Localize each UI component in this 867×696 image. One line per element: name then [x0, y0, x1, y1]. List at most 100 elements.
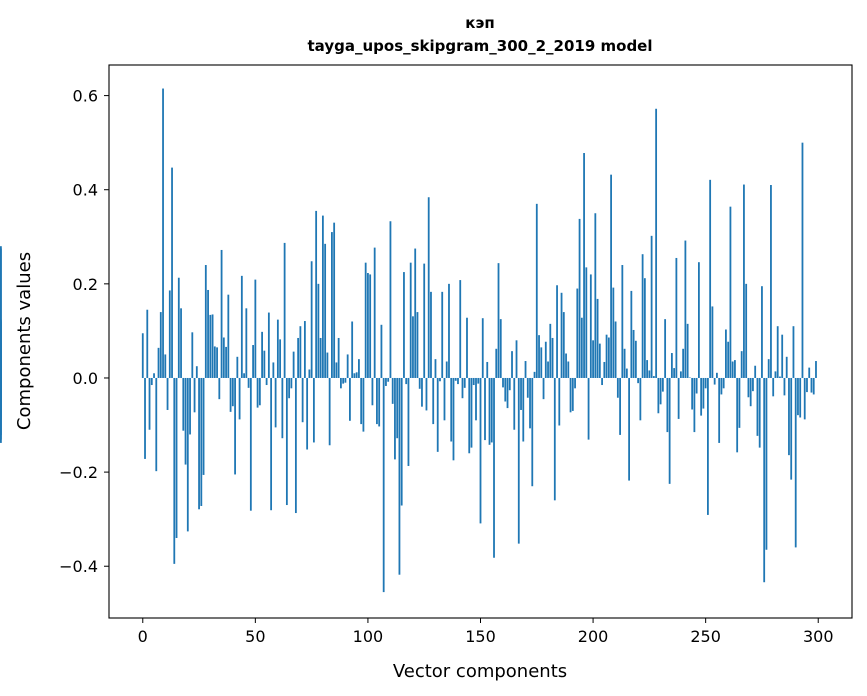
bar	[249, 377, 252, 511]
bar	[144, 377, 146, 459]
bar	[650, 235, 653, 378]
bar	[776, 326, 779, 378]
bar	[803, 377, 806, 420]
bar	[704, 377, 707, 389]
bar	[526, 377, 529, 398]
bar	[283, 242, 286, 378]
bar	[794, 377, 797, 548]
bar	[815, 361, 817, 378]
bar	[513, 377, 516, 430]
bar	[351, 321, 354, 378]
bar	[623, 348, 626, 378]
bar	[452, 377, 455, 461]
bar	[331, 232, 333, 378]
bar	[594, 213, 597, 378]
bar	[371, 377, 374, 406]
bar	[691, 377, 694, 410]
bar	[718, 377, 721, 443]
bar	[303, 321, 306, 378]
bar	[736, 377, 739, 453]
bar	[186, 377, 189, 532]
y-axis-label: Components values	[14, 252, 35, 430]
bar	[247, 377, 250, 388]
bar	[342, 377, 345, 384]
bar	[562, 312, 565, 378]
bar	[407, 377, 410, 466]
bar	[258, 377, 261, 406]
bar	[382, 377, 385, 593]
bar	[686, 323, 689, 378]
bar	[592, 340, 594, 378]
x-tick-label: 0	[138, 627, 148, 646]
bar	[204, 265, 207, 378]
bar	[486, 361, 489, 378]
bar	[567, 361, 570, 378]
bar	[677, 377, 680, 419]
bar	[475, 377, 477, 421]
bar	[524, 361, 527, 378]
bar	[367, 273, 369, 378]
bar	[369, 274, 372, 378]
y-axis-ticks: −0.4 −0.2 0.0 0.2 0.4 0.6	[59, 87, 109, 576]
bar	[412, 316, 414, 378]
bar	[362, 377, 365, 432]
bar	[229, 377, 232, 412]
bar	[198, 377, 200, 510]
bar	[652, 376, 655, 378]
bar	[484, 377, 486, 441]
bar	[297, 337, 300, 378]
bar	[175, 377, 178, 538]
bar	[155, 377, 158, 472]
bar	[682, 348, 685, 378]
bar	[211, 314, 214, 378]
bar	[565, 353, 567, 378]
bar	[216, 347, 218, 378]
bar	[279, 339, 282, 378]
bar	[587, 377, 590, 440]
bar	[765, 377, 768, 550]
y-tick-label: 0.0	[73, 369, 98, 388]
bar	[265, 377, 268, 386]
bar	[785, 356, 788, 378]
bar	[774, 371, 777, 378]
bar	[240, 275, 243, 378]
bar	[414, 248, 417, 378]
bar	[364, 262, 367, 378]
bar	[529, 377, 531, 429]
bar	[423, 263, 426, 378]
bar	[0, 360, 2, 378]
bar	[209, 314, 212, 378]
bar	[358, 359, 360, 378]
bar	[806, 377, 808, 393]
bar	[373, 247, 376, 378]
bar	[810, 377, 813, 393]
bar	[707, 377, 709, 515]
bar	[612, 287, 615, 378]
bar	[628, 377, 630, 481]
bar	[709, 179, 712, 378]
bar	[184, 377, 187, 465]
bar	[378, 377, 381, 427]
bar	[220, 249, 223, 378]
bar	[675, 257, 678, 378]
bar	[470, 377, 473, 448]
bar	[535, 203, 538, 378]
bar	[779, 376, 781, 378]
bar	[380, 324, 383, 378]
bar	[463, 377, 466, 388]
bar	[245, 308, 248, 378]
bar	[659, 377, 662, 405]
bar	[499, 319, 502, 378]
bar	[164, 354, 167, 378]
bar	[306, 377, 309, 450]
bar	[299, 326, 302, 378]
bar	[461, 377, 464, 399]
bar	[466, 317, 468, 378]
bar	[459, 280, 462, 378]
bar	[740, 351, 743, 378]
bar	[547, 361, 549, 378]
bar	[337, 337, 340, 378]
bar	[344, 377, 347, 383]
bar	[477, 377, 480, 384]
x-tick-label: 300	[803, 627, 834, 646]
